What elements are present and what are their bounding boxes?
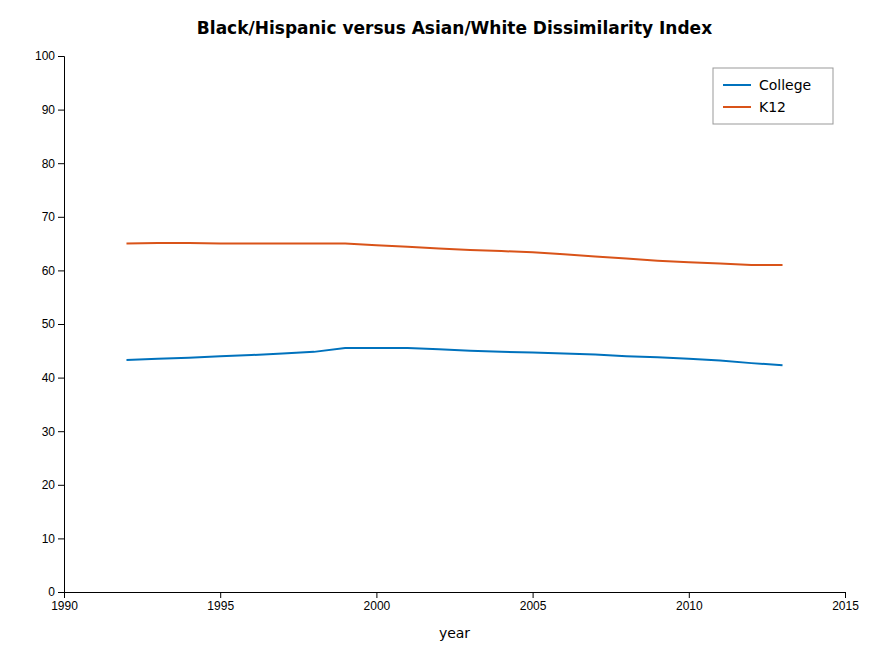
- y-tick-label: 80: [42, 157, 56, 171]
- y-tick: 40: [42, 371, 64, 385]
- y-tick-label: 50: [42, 317, 56, 331]
- series-line: [126, 348, 782, 365]
- y-tick-label: 0: [48, 585, 55, 599]
- y-tick-mark: [58, 324, 64, 325]
- x-tick-label: 1995: [207, 599, 234, 613]
- y-tick-mark: [58, 270, 64, 271]
- x-tick-mark: [220, 592, 221, 598]
- y-tick-label: 60: [42, 264, 56, 278]
- x-axis: 1990 1995 2000 2005 2010 2015: [51, 592, 859, 613]
- y-tick-label: 90: [42, 103, 56, 117]
- y-axis-line: [58, 57, 65, 593]
- x-tick-label: 1990: [51, 599, 78, 613]
- legend-label: K12: [759, 99, 786, 115]
- y-tick: 20: [42, 478, 64, 492]
- legend-box: [713, 68, 833, 124]
- y-tick-mark: [58, 431, 64, 432]
- y-tick-mark: [58, 56, 64, 57]
- y-tick-mark: [58, 163, 64, 164]
- y-tick-mark: [58, 217, 64, 218]
- x-tick: 2015: [832, 592, 859, 613]
- legend-item: College: [723, 77, 811, 93]
- x-axis-line: [65, 593, 846, 599]
- x-tick-mark: [533, 592, 534, 598]
- legend-label: College: [759, 77, 811, 93]
- x-tick-label: 2005: [520, 599, 547, 613]
- y-tick-mark: [58, 538, 64, 539]
- chart: 1990 1995 2000 2005 2010 2015 0 10 20 30 40 50 60 70 8…: [0, 0, 875, 656]
- y-tick-label: 10: [42, 532, 56, 546]
- legend-swatch: [723, 106, 751, 108]
- y-tick: 0: [48, 585, 64, 599]
- y-tick: 60: [42, 264, 64, 278]
- x-tick: 1990: [51, 592, 78, 613]
- plot-area: 1990 1995 2000 2005 2010 2015 0 10 20 30 40 50 60 70 8…: [35, 49, 859, 612]
- x-tick-mark: [845, 592, 846, 598]
- lines: [126, 243, 782, 365]
- y-tick-mark: [58, 592, 64, 593]
- y-axis: 0 10 20 30 40 50 60 70 80 90 100: [35, 49, 65, 599]
- x-tick: 2000: [364, 592, 391, 613]
- x-tick-mark: [376, 592, 377, 598]
- y-tick: 50: [42, 317, 64, 331]
- y-tick-mark: [58, 485, 64, 486]
- y-tick: 70: [42, 210, 64, 224]
- x-tick-label: 2000: [364, 599, 391, 613]
- title: Black/Hispanic versus Asian/White Dissim…: [197, 18, 712, 38]
- x-tick-label: 2010: [676, 599, 703, 613]
- x-axis-title: year: [439, 625, 470, 641]
- y-tick-label: 20: [42, 478, 56, 492]
- y-tick: 90: [42, 103, 64, 117]
- y-tick-label: 40: [42, 371, 56, 385]
- x-tick: 1995: [207, 592, 234, 613]
- x-tick: 2005: [520, 592, 547, 613]
- y-tick-label: 100: [35, 49, 55, 63]
- y-tick: 10: [42, 532, 64, 546]
- x-tick-label: 2015: [832, 599, 859, 613]
- legend: College K12: [713, 68, 833, 124]
- y-tick-mark: [58, 378, 64, 379]
- legend-item: K12: [723, 99, 786, 115]
- legend-swatch: [723, 84, 751, 86]
- y-tick-label: 30: [42, 425, 56, 439]
- y-tick: 30: [42, 425, 64, 439]
- y-tick-label: 70: [42, 210, 56, 224]
- y-tick-mark: [58, 110, 64, 111]
- x-tick: 2010: [676, 592, 703, 613]
- x-tick-mark: [689, 592, 690, 598]
- y-tick: 80: [42, 157, 64, 171]
- y-tick: 100: [35, 49, 64, 63]
- series-line: [126, 243, 782, 265]
